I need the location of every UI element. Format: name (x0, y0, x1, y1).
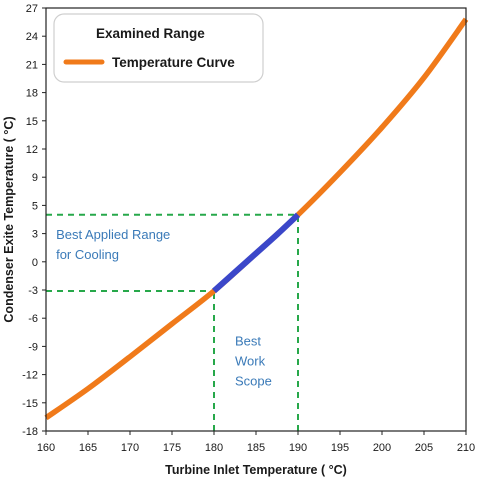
x-tick-label: 165 (79, 442, 97, 454)
x-tick-label: 170 (121, 442, 139, 454)
x-tick-label: 185 (247, 442, 265, 454)
y-tick-label: -12 (22, 370, 38, 382)
annotation-line: for Cooling (56, 247, 119, 262)
y-tick-label: -6 (28, 313, 38, 325)
series-group (44, 17, 469, 421)
annotation-0: Best Applied Range for Cooling (56, 227, 170, 262)
x-tick-label: 190 (289, 442, 307, 454)
y-tick-label: 18 (26, 88, 38, 100)
x-tick-label: 175 (163, 442, 181, 454)
y-tick-label: 21 (26, 59, 38, 71)
legend-box (53, 13, 264, 83)
x-tick-label: 210 (457, 442, 475, 454)
annotation-line: Best (235, 333, 261, 348)
y-tick-label: 24 (26, 31, 38, 43)
x-tick-label: 180 (205, 442, 223, 454)
annotation-line: Work (235, 353, 266, 368)
y-tick-label: 27 (26, 3, 38, 15)
x-tick-label: 195 (331, 442, 349, 454)
reference-lines (46, 213, 299, 431)
legend-entry-label: Temperature Curve (112, 55, 235, 70)
x-tick-label: 200 (373, 442, 391, 454)
y-tick-label: -15 (22, 398, 38, 410)
y-tick-label: -9 (28, 341, 38, 353)
y-tick-label: -3 (28, 285, 38, 297)
y-tick-label: 5 (32, 200, 38, 212)
series-line-highlight-segment (212, 212, 301, 294)
legend-title: Examined Range (96, 26, 205, 41)
annotation-1: Best Work Scope (235, 333, 272, 388)
y-tick-label: 15 (26, 116, 38, 128)
y-axis-label: Condenser Exite Temperature ( °C) (2, 116, 16, 322)
legend: Examined Range Temperature Curve (53, 13, 264, 83)
y-tick-label: 3 (32, 229, 38, 241)
y-tick-label: -18 (22, 426, 38, 438)
annotations-group: Best Applied Range for Cooling Best Work Sco… (56, 227, 272, 388)
annotation-line: Scope (235, 373, 272, 388)
x-tick-label: 160 (37, 442, 55, 454)
y-tick-label: 9 (32, 172, 38, 184)
x-tick-label: 205 (415, 442, 433, 454)
annotation-line: Best Applied Range (56, 227, 170, 242)
axes-group: 160 165 170 175 180 185 190 195 200 205 210-18-15-… (22, 3, 475, 454)
y-tick-label: 0 (32, 257, 38, 269)
y-tick-label: 12 (26, 144, 38, 156)
x-axis-label: Turbine Inlet Temperature ( °C) (165, 463, 347, 477)
